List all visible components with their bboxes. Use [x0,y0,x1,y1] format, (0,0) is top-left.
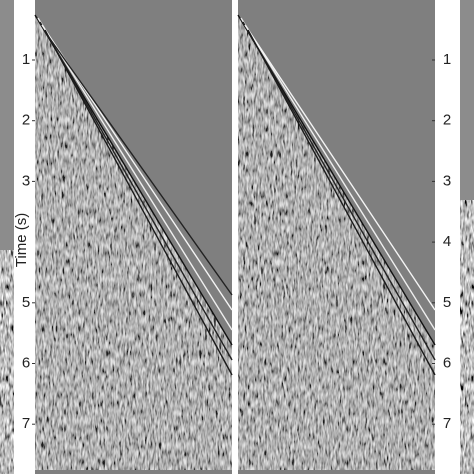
y-tick-label: 5 [443,294,451,311]
axis-label: Time (s) [13,213,30,267]
partial-panel-texture [460,200,474,474]
arrivals [237,14,436,376]
y-tick-label: 6 [443,354,451,371]
y-tick-label: 1 [22,51,30,68]
y-tick-label: 7 [443,415,451,432]
y-tick-label: 2 [22,112,30,129]
y-tick-label: 5 [22,294,30,311]
y-tick-label: 1 [443,51,451,68]
tick-group: 1 2 3 5 6 7 1 2 3 4 5 6 7 [22,51,451,432]
arrivals [34,14,233,376]
partial-panel-texture [0,250,14,474]
y-tick-label: 6 [22,354,30,371]
y-tick-label: 7 [22,415,30,432]
y-tick-label: 3 [22,172,30,189]
y-tick-label: 4 [443,233,451,250]
y-tick-label: 3 [443,172,451,189]
y-tick-label: 2 [443,112,451,129]
